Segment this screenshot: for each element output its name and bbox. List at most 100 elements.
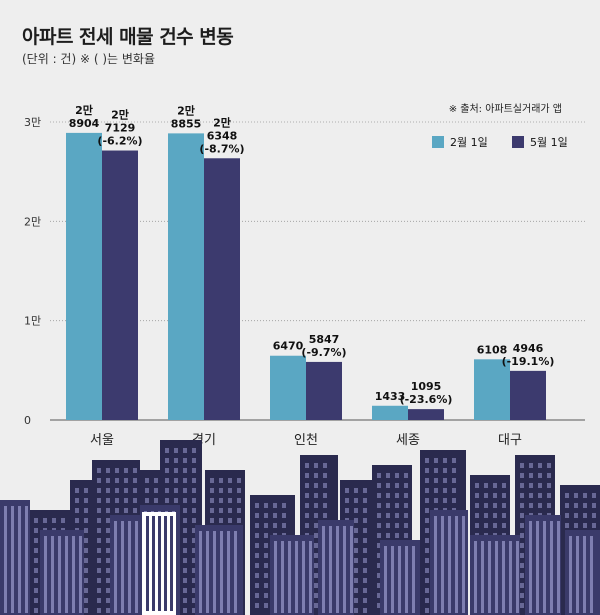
data-label: 2만: [111, 108, 129, 122]
skyline-window-strip: [350, 526, 353, 613]
skyline-window: [115, 508, 119, 513]
skyline-window: [395, 513, 399, 518]
skyline-window: [363, 598, 367, 603]
skyline-window: [192, 508, 196, 513]
skyline-window: [565, 493, 569, 498]
skyline-window: [520, 463, 524, 468]
skyline-window: [395, 493, 399, 498]
skyline-window-strip: [121, 521, 124, 613]
skyline-window: [502, 503, 506, 508]
skyline-window: [133, 488, 137, 493]
skyline-window: [363, 488, 367, 493]
skyline-window-strip: [543, 521, 546, 613]
data-label: (-23.6%): [400, 393, 453, 406]
skyline-window-strip: [309, 541, 312, 613]
skyline-window: [475, 493, 479, 498]
skyline-window: [61, 518, 65, 523]
skyline-window: [192, 518, 196, 523]
skyline-window: [529, 503, 533, 508]
skyline-window-strip: [213, 531, 216, 613]
skyline-window: [106, 568, 110, 573]
skyline-building: [40, 530, 84, 615]
skyline-window: [183, 588, 187, 593]
skyline-window: [363, 568, 367, 573]
y-tick-label: 1만: [24, 315, 41, 328]
skyline-window: [354, 488, 358, 493]
skyline-window: [84, 528, 88, 533]
skyline-window: [264, 593, 268, 598]
skyline-window: [183, 478, 187, 483]
skyline-window-strip: [391, 546, 394, 613]
skyline-window-strip: [295, 541, 298, 613]
skyline-window-strip: [536, 521, 539, 613]
skyline-window: [183, 578, 187, 583]
skyline-window-strip: [516, 541, 519, 613]
skyline-window: [425, 588, 429, 593]
skyline-window: [529, 463, 533, 468]
skyline-window: [363, 498, 367, 503]
skyline-window: [273, 513, 277, 518]
skyline-window: [210, 518, 214, 523]
skyline-window: [106, 598, 110, 603]
skyline-window: [592, 513, 596, 518]
skyline-window: [574, 513, 578, 518]
skyline-window-strip: [474, 541, 477, 613]
skyline-window: [106, 608, 110, 613]
skyline-window-strip: [4, 506, 7, 613]
skyline-window: [183, 548, 187, 553]
skyline-window: [386, 473, 390, 478]
skyline-window: [502, 523, 506, 528]
skyline-window: [529, 493, 533, 498]
y-tick-label: 2만: [24, 215, 41, 228]
skyline-window: [84, 568, 88, 573]
skyline-window: [314, 573, 318, 578]
skyline-window: [34, 558, 38, 563]
skyline-window: [363, 508, 367, 513]
skyline-window: [434, 478, 438, 483]
skyline-window: [34, 578, 38, 583]
skyline-window-strip: [72, 536, 75, 613]
skyline-window: [425, 508, 429, 513]
skyline-window-strip: [158, 516, 161, 611]
skyline-window: [395, 533, 399, 538]
skyline-window: [425, 488, 429, 493]
skyline-window: [84, 588, 88, 593]
skyline-window: [133, 478, 137, 483]
skyline-window: [106, 528, 110, 533]
skyline-window: [443, 488, 447, 493]
bar-may: [510, 370, 546, 420]
skyline-window: [434, 468, 438, 473]
skyline-window: [97, 538, 101, 543]
skyline-window-strip: [25, 506, 28, 613]
skyline-window: [452, 478, 456, 483]
skyline-window: [395, 523, 399, 528]
data-label: 6348: [207, 129, 238, 142]
skyline-window: [425, 548, 429, 553]
skyline-window: [484, 513, 488, 518]
bar-feb: [168, 133, 204, 421]
skyline-window: [565, 523, 569, 528]
skyline-window: [363, 558, 367, 563]
skyline-window: [493, 513, 497, 518]
skyline-window: [583, 503, 587, 508]
skyline-window: [404, 493, 408, 498]
skyline-window: [404, 523, 408, 528]
skyline-window: [475, 503, 479, 508]
skyline-window: [97, 508, 101, 513]
skyline-window: [97, 528, 101, 533]
skyline-window: [314, 463, 318, 468]
data-label: (-9.7%): [301, 346, 346, 359]
skyline-window: [547, 483, 551, 488]
skyline-window: [377, 523, 381, 528]
skyline-window: [377, 583, 381, 588]
bar-feb: [66, 132, 102, 420]
skyline-window-strip: [18, 506, 21, 613]
chart-subtitle: (단위 : 건) ※ ( )는 변화율: [22, 52, 155, 66]
skyline-window-strip: [164, 516, 167, 611]
skyline-window: [425, 598, 429, 603]
skyline-window: [192, 598, 196, 603]
skyline-window: [538, 493, 542, 498]
skyline-window: [192, 558, 196, 563]
skyline-window: [154, 498, 158, 503]
skyline-window: [192, 568, 196, 573]
